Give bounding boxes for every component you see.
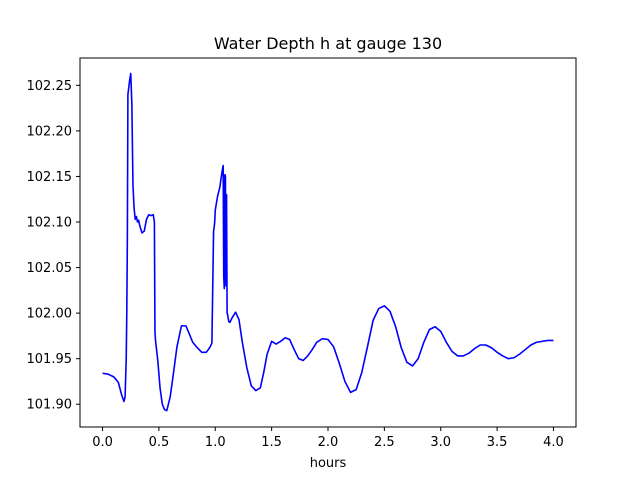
y-tick-label: 102.00 (27, 307, 73, 322)
plot-area (102, 72, 554, 412)
x-axis: 0.0 0.5 1.0 1.5 2.0 2.5 3.0 3.5 4.0 (92, 427, 564, 450)
x-tick-label: 1.0 (205, 435, 226, 450)
x-tick-label: 4.0 (543, 435, 564, 450)
series-line-0 (102, 72, 554, 412)
x-tick-label: 0.0 (92, 435, 113, 450)
y-axis: 101.90 101.95 102.00 102.05 102.10 102.15 102.… (27, 79, 80, 413)
axes-frame (79, 57, 577, 428)
y-tick-label: 101.95 (27, 352, 73, 367)
x-tick-label: 1.5 (261, 435, 282, 450)
y-tick-label: 102.10 (27, 216, 73, 231)
x-axis-label: hours (310, 456, 347, 471)
x-tick-label: 3.5 (487, 435, 508, 450)
x-tick-label: 3.0 (430, 435, 451, 450)
y-tick-label: 102.05 (27, 261, 73, 276)
chart-title: Water Depth h at gauge 130 (214, 34, 442, 53)
y-tick-label: 102.15 (27, 170, 73, 185)
y-tick-label: 102.20 (27, 124, 73, 139)
y-tick-label: 101.90 (27, 398, 73, 413)
x-tick-label: 2.5 (374, 435, 395, 450)
y-tick-label: 102.25 (27, 79, 73, 94)
x-tick-label: 2.0 (318, 435, 339, 450)
x-tick-label: 0.5 (149, 435, 170, 450)
